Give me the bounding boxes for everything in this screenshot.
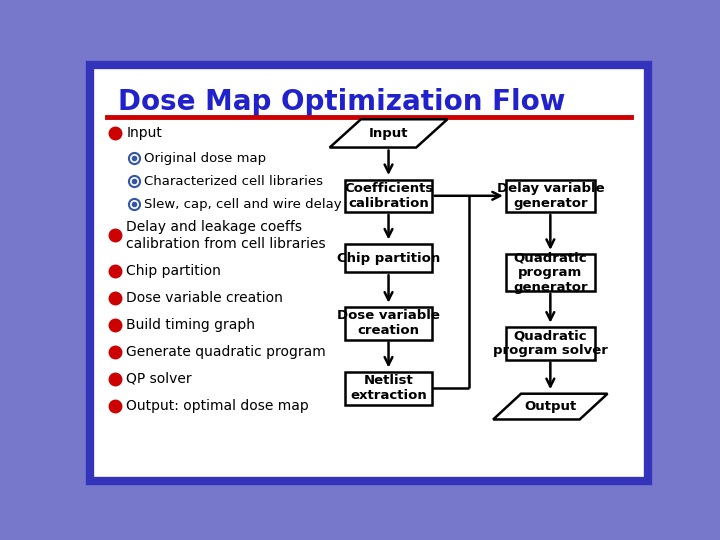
Bar bbox=[346, 372, 432, 404]
FancyBboxPatch shape bbox=[90, 65, 648, 481]
Text: Quadratic
program
generator: Quadratic program generator bbox=[513, 251, 588, 294]
Polygon shape bbox=[330, 119, 447, 147]
Text: Build timing graph: Build timing graph bbox=[126, 318, 256, 332]
Text: QP solver: QP solver bbox=[126, 372, 192, 386]
Text: Output: Output bbox=[524, 400, 577, 413]
Text: Generate quadratic program: Generate quadratic program bbox=[126, 345, 326, 359]
Bar bbox=[505, 180, 595, 212]
Text: Dose variable
creation: Dose variable creation bbox=[337, 309, 440, 338]
Bar bbox=[346, 307, 432, 340]
Bar bbox=[505, 327, 595, 360]
Text: Netlist
extraction: Netlist extraction bbox=[350, 374, 427, 402]
Text: Dose variable creation: Dose variable creation bbox=[126, 291, 283, 305]
Text: Quadratic
program solver: Quadratic program solver bbox=[493, 329, 608, 357]
Bar bbox=[346, 244, 432, 272]
Text: Output: optimal dose map: Output: optimal dose map bbox=[126, 399, 309, 413]
Text: Input: Input bbox=[126, 126, 162, 140]
Text: Coefficients
calibration: Coefficients calibration bbox=[344, 182, 433, 210]
Bar bbox=[346, 180, 432, 212]
Text: Dose Map Optimization Flow: Dose Map Optimization Flow bbox=[118, 87, 565, 116]
Text: Delay and leakage coeffs
calibration from cell libraries: Delay and leakage coeffs calibration fro… bbox=[126, 220, 326, 251]
Text: Delay variable
generator: Delay variable generator bbox=[497, 182, 604, 210]
Text: Chip partition: Chip partition bbox=[337, 252, 440, 265]
Bar bbox=[505, 254, 595, 291]
Text: Input: Input bbox=[369, 127, 408, 140]
Text: Slew, cap, cell and wire delay: Slew, cap, cell and wire delay bbox=[143, 198, 341, 211]
Text: Characterized cell libraries: Characterized cell libraries bbox=[143, 175, 323, 188]
Text: Chip partition: Chip partition bbox=[126, 264, 221, 278]
Text: Original dose map: Original dose map bbox=[143, 152, 266, 165]
Polygon shape bbox=[493, 394, 608, 420]
